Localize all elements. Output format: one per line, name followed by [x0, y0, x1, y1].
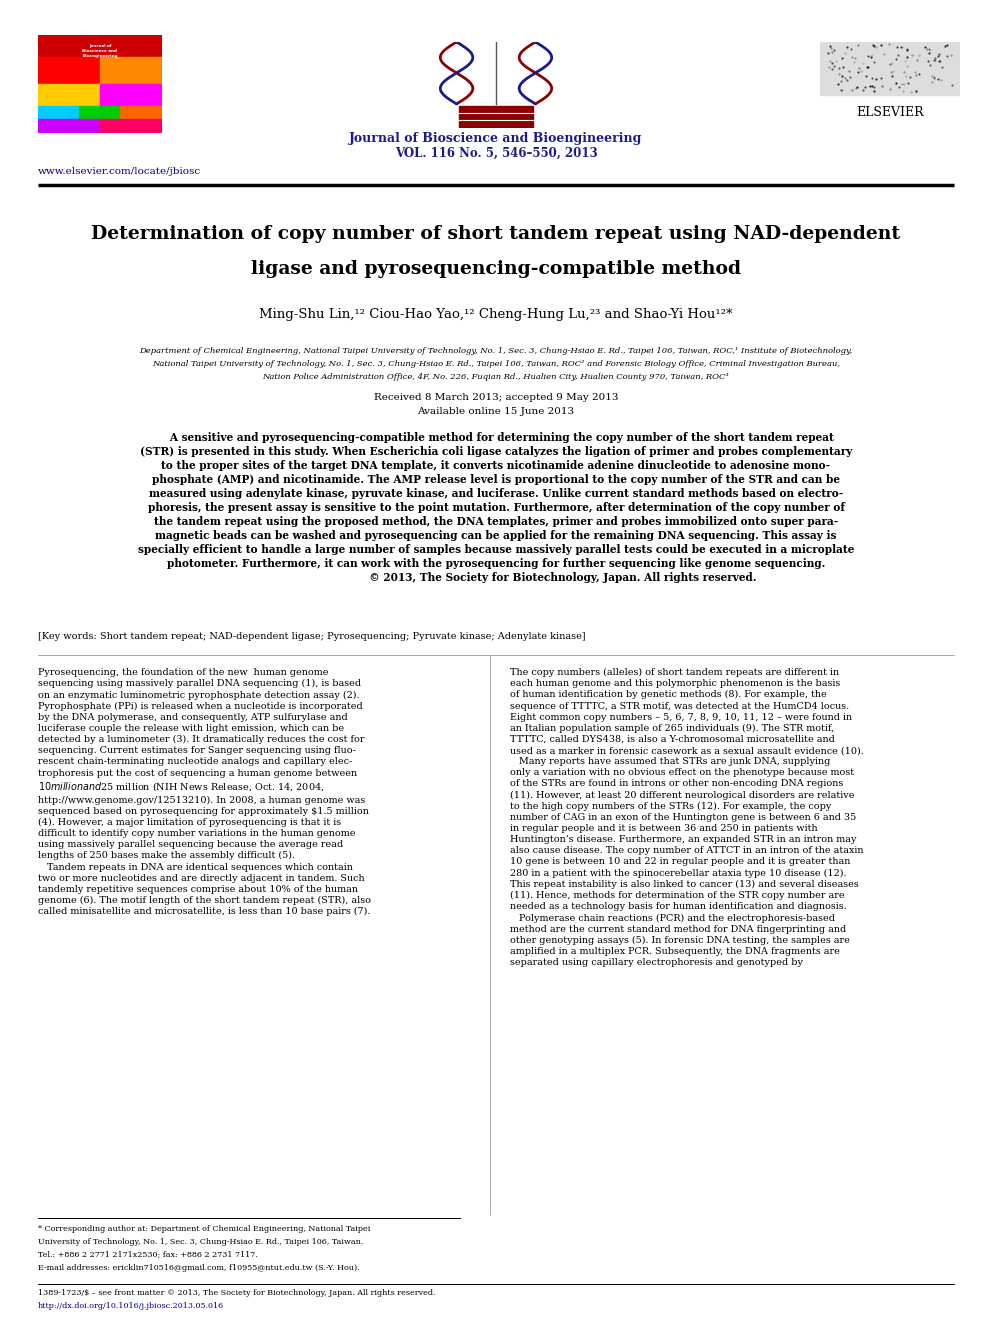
- Text: Journal of Bioscience and Bioengineering: Journal of Bioscience and Bioengineering: [349, 132, 643, 146]
- Text: Department of Chemical Engineering, National Taipei University of Technology, No: Department of Chemical Engineering, Nati…: [139, 347, 853, 355]
- Bar: [38, 106, 79, 119]
- Text: Pyrosequencing, the foundation of the new  human genome
sequencing using massive: Pyrosequencing, the foundation of the ne…: [38, 668, 371, 917]
- Text: www.elsevier.com/locate/jbiosc: www.elsevier.com/locate/jbiosc: [38, 167, 201, 176]
- Bar: [100, 57, 162, 83]
- Text: A sensitive and pyrosequencing-compatible method for determining the copy number: A sensitive and pyrosequencing-compatibl…: [138, 433, 854, 582]
- Text: ELSEVIER: ELSEVIER: [856, 106, 924, 119]
- Text: VOL. 116 No. 5, 546–550, 2013: VOL. 116 No. 5, 546–550, 2013: [395, 147, 597, 160]
- Bar: [100, 83, 162, 106]
- Text: National Taipei University of Technology, No. 1, Sec. 3, Chung-Hsiao E. Rd., Tai: National Taipei University of Technology…: [152, 360, 840, 368]
- Bar: [100, 119, 162, 134]
- Text: Nation Police Administration Office, 4F, No. 226, Fuqian Rd., Hualien City, Hual: Nation Police Administration Office, 4F,…: [263, 373, 729, 381]
- Text: Determination of copy number of short tandem repeat using NAD-dependent: Determination of copy number of short ta…: [91, 225, 901, 243]
- Text: Journal of: Journal of: [88, 44, 111, 48]
- Bar: [79, 106, 120, 119]
- Text: ligase and pyrosequencing-compatible method: ligase and pyrosequencing-compatible met…: [251, 261, 741, 278]
- Text: * Corresponding author at: Department of Chemical Engineering, National Taipei: * Corresponding author at: Department of…: [38, 1225, 370, 1233]
- Text: Bioscience and: Bioscience and: [82, 49, 117, 53]
- Text: Ming-Shu Lin,¹² Ciou-Hao Yao,¹² Cheng-Hung Lu,²³ and Shao-Yi Hou¹²*: Ming-Shu Lin,¹² Ciou-Hao Yao,¹² Cheng-Hu…: [259, 308, 733, 321]
- Bar: [120, 106, 162, 119]
- Text: http://dx.doi.org/10.1016/j.jbiosc.2013.05.016: http://dx.doi.org/10.1016/j.jbiosc.2013.…: [38, 1302, 224, 1310]
- Text: E-mail addresses: ericklin710516@gmail.com, f10955@ntut.edu.tw (S.-Y. Hou).: E-mail addresses: ericklin710516@gmail.c…: [38, 1263, 360, 1271]
- Bar: [38, 83, 100, 106]
- Bar: [38, 119, 100, 134]
- Bar: [459, 106, 533, 128]
- Text: Bioengineering: Bioengineering: [82, 53, 118, 58]
- Text: Available online 15 June 2013: Available online 15 June 2013: [418, 407, 574, 415]
- Bar: [820, 42, 960, 95]
- Text: The copy numbers (alleles) of short tandem repeats are different in
each human g: The copy numbers (alleles) of short tand…: [510, 668, 864, 967]
- Text: [Key words: Short tandem repeat; NAD-dependent ligase; Pyrosequencing; Pyruvate : [Key words: Short tandem repeat; NAD-dep…: [38, 632, 585, 642]
- Bar: [38, 57, 100, 83]
- Text: Received 8 March 2013; accepted 9 May 2013: Received 8 March 2013; accepted 9 May 20…: [374, 393, 618, 402]
- Bar: [38, 34, 162, 57]
- Text: Tel.: +886 2 2771 2171x2530; fax: +886 2 2731 7117.: Tel.: +886 2 2771 2171x2530; fax: +886 2…: [38, 1252, 258, 1259]
- Text: University of Technology, No. 1, Sec. 3, Chung-Hsiao E. Rd., Taipei 106, Taiwan.: University of Technology, No. 1, Sec. 3,…: [38, 1238, 363, 1246]
- Text: 1389-1723/$ – see front matter © 2013, The Society for Biotechnology, Japan. All: 1389-1723/$ – see front matter © 2013, T…: [38, 1289, 435, 1297]
